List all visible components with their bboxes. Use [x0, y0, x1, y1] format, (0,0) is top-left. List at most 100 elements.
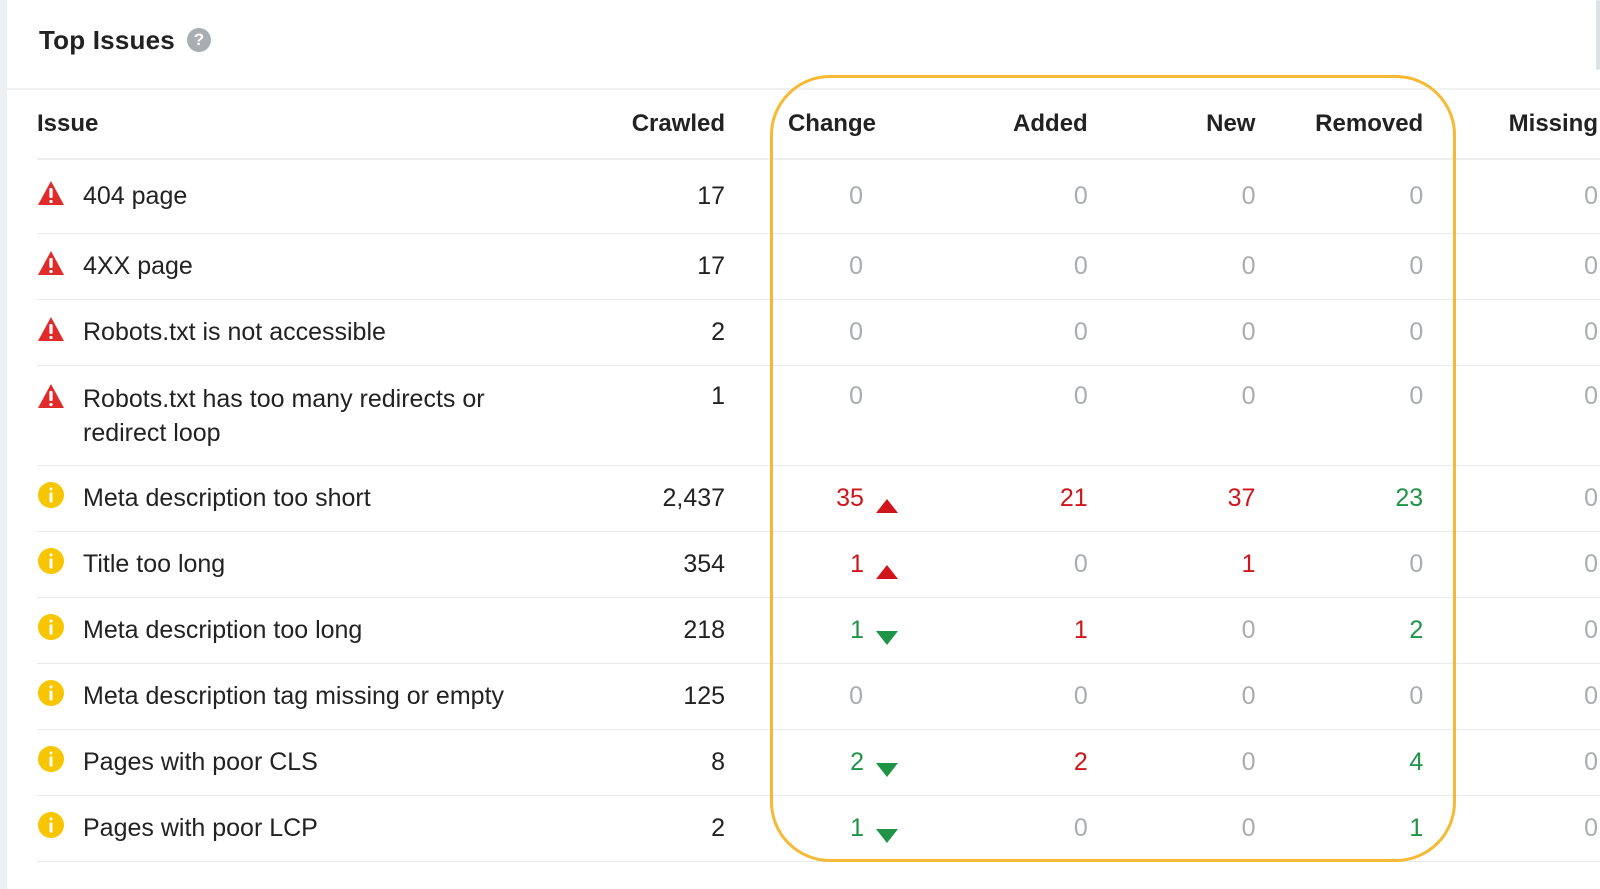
missing-value[interactable]: 0 [1432, 465, 1600, 532]
issue-label[interactable]: Robots.txt has too many redirects or red… [83, 384, 485, 447]
new-count[interactable]: 0 [1241, 615, 1256, 644]
new-count[interactable]: 0 [1241, 681, 1256, 710]
removed-value[interactable]: 0 [1263, 365, 1433, 466]
table-row[interactable]: Meta description tag missing or empty 125… [37, 663, 1600, 730]
crawled-value[interactable]: 17 [579, 159, 726, 234]
crawled-value[interactable]: 354 [579, 531, 726, 598]
crawled-count[interactable]: 2 [711, 317, 726, 346]
new-value[interactable]: 1 [1095, 531, 1264, 598]
issue-cell[interactable]: Meta description too long [37, 597, 580, 664]
issue-label[interactable]: Meta description too short [83, 484, 371, 512]
crawled-count[interactable]: 2 [711, 813, 726, 842]
new-value[interactable]: 0 [1095, 729, 1264, 796]
table-row[interactable]: Robots.txt has too many redirects or red… [37, 365, 1600, 466]
crawled-count[interactable]: 1 [711, 381, 726, 410]
missing-count[interactable]: 0 [1584, 483, 1598, 512]
added-value[interactable]: 0 [927, 159, 1096, 234]
removed-count[interactable]: 0 [1409, 251, 1424, 280]
issue-label[interactable]: Robots.txt is not accessible [83, 318, 386, 346]
crawled-value[interactable]: 218 [579, 597, 726, 664]
removed-count[interactable]: 1 [1409, 813, 1424, 842]
missing-value[interactable]: 0 [1432, 531, 1600, 598]
table-row[interactable]: Title too long 354 1 0 1 0 0 [37, 531, 1600, 598]
new-count[interactable]: 1 [1241, 549, 1256, 578]
removed-value[interactable]: 1 [1263, 795, 1433, 862]
missing-value[interactable]: 0 [1432, 299, 1600, 366]
crawled-value[interactable]: 2,437 [579, 465, 726, 532]
added-value[interactable]: 0 [927, 531, 1096, 598]
table-row[interactable]: Robots.txt is not accessible 2 0 0 0 0 0 [37, 299, 1600, 366]
missing-value[interactable]: 0 [1432, 729, 1600, 796]
table-row[interactable]: Pages with poor LCP 2 1 0 0 1 0 [37, 795, 1600, 862]
added-value[interactable]: 0 [927, 299, 1096, 366]
removed-value[interactable]: 0 [1263, 299, 1433, 366]
missing-count[interactable]: 0 [1584, 381, 1598, 410]
new-count[interactable]: 0 [1241, 251, 1256, 280]
column-header-issue[interactable]: Issue [37, 90, 580, 160]
missing-count[interactable]: 0 [1584, 251, 1598, 280]
issue-cell[interactable]: Robots.txt is not accessible [37, 299, 580, 366]
added-count[interactable]: 0 [1073, 549, 1088, 578]
missing-value[interactable]: 0 [1432, 159, 1600, 234]
added-count[interactable]: 0 [1073, 381, 1088, 410]
issue-cell[interactable]: Robots.txt has too many redirects or red… [37, 365, 580, 466]
crawled-value[interactable]: 17 [579, 233, 726, 300]
removed-value[interactable]: 0 [1263, 531, 1433, 598]
column-header-change[interactable]: Change [725, 90, 928, 160]
new-count[interactable]: 0 [1241, 317, 1256, 346]
issue-label[interactable]: 404 page [83, 182, 188, 211]
added-count[interactable]: 0 [1073, 251, 1088, 280]
added-value[interactable]: 0 [927, 365, 1096, 466]
table-row[interactable]: Meta description too short 2,437 35 21 37 23 0 [37, 465, 1600, 532]
issue-cell[interactable]: 4XX page [37, 233, 580, 300]
new-value[interactable]: 0 [1095, 597, 1264, 664]
removed-count[interactable]: 23 [1395, 483, 1424, 512]
issue-label[interactable]: Meta description too long [83, 616, 363, 644]
new-value[interactable]: 0 [1095, 233, 1264, 300]
issue-label[interactable]: Title too long [83, 550, 226, 578]
column-header-removed[interactable]: Removed [1263, 90, 1433, 160]
issue-cell[interactable]: Meta description too short [37, 465, 580, 532]
crawled-count[interactable]: 125 [683, 681, 726, 710]
new-count[interactable]: 0 [1241, 381, 1256, 410]
crawled-count[interactable]: 17 [697, 251, 726, 280]
column-header-new[interactable]: New [1095, 90, 1264, 160]
new-count[interactable]: 0 [1241, 747, 1256, 776]
table-row[interactable]: Pages with poor CLS 8 2 2 0 4 0 [37, 729, 1600, 796]
table-row[interactable]: 404 page 17 0 0 0 0 0 [37, 159, 1600, 234]
added-value[interactable]: 21 [927, 465, 1096, 532]
issue-label[interactable]: 4XX page [83, 252, 193, 280]
added-count[interactable]: 0 [1073, 181, 1088, 210]
removed-value[interactable]: 0 [1263, 663, 1433, 730]
missing-value[interactable]: 0 [1432, 233, 1600, 300]
crawled-count[interactable]: 17 [697, 181, 726, 210]
removed-value[interactable]: 4 [1263, 729, 1433, 796]
missing-count[interactable]: 0 [1584, 747, 1598, 776]
column-header-crawled[interactable]: Crawled [579, 90, 726, 160]
help-icon[interactable]: ? [186, 28, 211, 52]
missing-count[interactable]: 0 [1584, 317, 1598, 346]
missing-value[interactable]: 0 [1432, 597, 1600, 664]
new-count[interactable]: 0 [1241, 181, 1256, 210]
table-row[interactable]: Meta description too long 218 1 1 0 2 0 [37, 597, 1600, 664]
issue-label[interactable]: Pages with poor CLS [83, 748, 318, 776]
missing-count[interactable]: 0 [1584, 681, 1598, 710]
added-value[interactable]: 1 [927, 597, 1096, 664]
added-count[interactable]: 0 [1073, 813, 1088, 842]
crawled-value[interactable]: 125 [579, 663, 726, 730]
removed-value[interactable]: 23 [1263, 465, 1433, 532]
new-value[interactable]: 0 [1095, 365, 1264, 466]
added-count[interactable]: 1 [1073, 615, 1088, 644]
issue-label[interactable]: Meta description tag missing or empty [83, 682, 505, 710]
new-count[interactable]: 0 [1241, 813, 1256, 842]
issue-cell[interactable]: Pages with poor LCP [37, 795, 580, 862]
removed-count[interactable]: 0 [1409, 381, 1424, 410]
new-value[interactable]: 0 [1095, 795, 1264, 862]
issue-cell[interactable]: Pages with poor CLS [37, 729, 580, 796]
crawled-value[interactable]: 2 [579, 795, 726, 862]
removed-value[interactable]: 0 [1263, 233, 1433, 300]
crawled-count[interactable]: 218 [683, 615, 726, 644]
crawled-value[interactable]: 1 [579, 365, 726, 466]
column-header-missing[interactable]: Missing [1432, 90, 1600, 160]
new-value[interactable]: 0 [1095, 299, 1264, 366]
